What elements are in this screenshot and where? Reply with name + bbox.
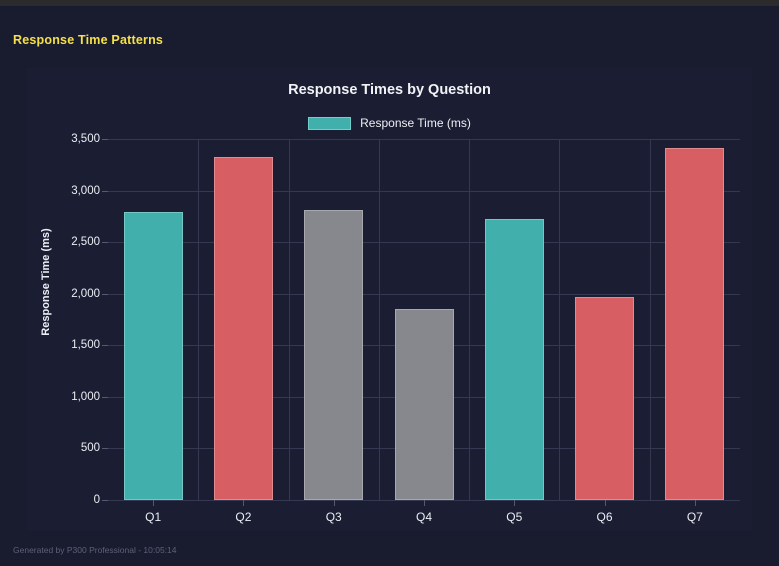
x-tick-mark bbox=[605, 500, 606, 506]
y-tick-mark bbox=[102, 396, 108, 398]
y-tick-label: 1,000 bbox=[71, 390, 100, 403]
page-title: Response Time Patterns bbox=[13, 33, 164, 47]
x-tick-mark bbox=[153, 500, 154, 506]
bar-q3[interactable] bbox=[304, 210, 364, 500]
x-tick-mark bbox=[695, 500, 696, 506]
vertical-gridline bbox=[650, 139, 651, 500]
y-tick-label: 500 bbox=[80, 442, 100, 455]
y-tick-mark bbox=[102, 242, 108, 244]
x-tick-label-q3: Q3 bbox=[325, 510, 342, 524]
plot-area: 0 500 1,000 1,500 2,000 2,500 3,000 3,500 Q1 Q2 Q… bbox=[71, 133, 740, 524]
bar-q7[interactable] bbox=[665, 147, 725, 500]
bar-q4[interactable] bbox=[394, 308, 454, 500]
x-tick-label-q7: Q7 bbox=[686, 510, 703, 524]
x-tick-label-q4: Q4 bbox=[415, 510, 432, 524]
y-tick-label: 2,500 bbox=[71, 236, 100, 249]
legend-label-response-time: Response Time (ms) bbox=[360, 116, 471, 130]
y-tick-mark bbox=[102, 190, 108, 192]
gridline bbox=[108, 139, 740, 140]
y-tick-label: 0 bbox=[93, 494, 100, 506]
y-tick-mark bbox=[102, 345, 108, 347]
y-tick-label: 3,000 bbox=[71, 184, 100, 197]
vertical-gridline bbox=[559, 139, 560, 500]
gridline bbox=[108, 242, 740, 244]
gridline bbox=[108, 190, 740, 192]
x-tick-label-q2: Q2 bbox=[235, 510, 252, 524]
vertical-gridline bbox=[198, 139, 199, 500]
window-top-strip bbox=[0, 0, 779, 6]
gridline bbox=[108, 293, 740, 295]
x-tick-label-q5: Q5 bbox=[506, 510, 523, 524]
y-tick-label: 1,500 bbox=[71, 339, 100, 352]
bar-q2[interactable] bbox=[213, 156, 273, 500]
x-tick-mark bbox=[334, 500, 335, 506]
footer-note: Generated by P300 Professional - 10:05:1… bbox=[13, 545, 177, 555]
legend-swatch-response-time bbox=[308, 116, 352, 130]
y-tick-mark bbox=[102, 500, 108, 501]
x-tick-label-q6: Q6 bbox=[596, 510, 613, 524]
vertical-gridline bbox=[379, 139, 380, 500]
chart-panel: Response Times by Question Response Time… bbox=[27, 68, 752, 531]
x-tick-mark bbox=[514, 500, 515, 506]
bar-q5[interactable] bbox=[484, 218, 544, 500]
y-tick-label: 2,000 bbox=[71, 287, 100, 300]
plot-wrapper: Response Time (ms) 0 500 1,000 1,500 2,000 2,… bbox=[27, 68, 752, 531]
x-tick-mark bbox=[243, 500, 244, 506]
bar-q6[interactable] bbox=[575, 297, 635, 500]
x-tick-label-q1: Q1 bbox=[145, 510, 162, 524]
y-tick-mark bbox=[102, 448, 108, 450]
y-tick-mark bbox=[102, 139, 108, 140]
chart-legend[interactable]: Response Time (ms) bbox=[27, 116, 752, 130]
bar-series-response-time bbox=[108, 139, 740, 500]
y-tick-mark bbox=[102, 293, 108, 295]
y-axis-title: Response Time (ms) bbox=[40, 228, 52, 336]
chart-title: Response Times by Question bbox=[288, 82, 491, 98]
x-tick-mark bbox=[424, 500, 425, 506]
vertical-gridline bbox=[289, 139, 290, 500]
vertical-gridline bbox=[469, 139, 470, 500]
bar-q1[interactable] bbox=[123, 212, 183, 500]
y-tick-label: 3,500 bbox=[71, 133, 100, 145]
